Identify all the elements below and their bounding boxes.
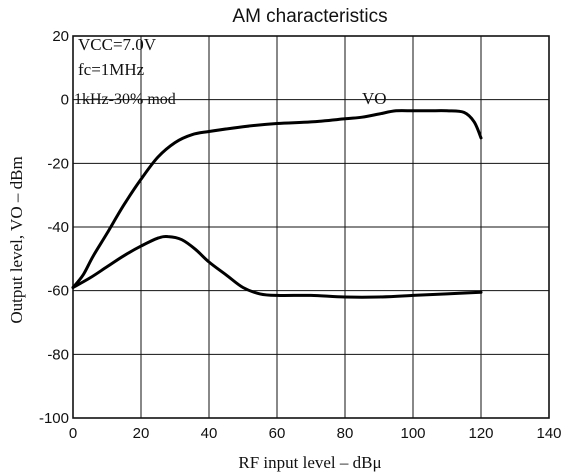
y-tick-labels: 20 0 -20 -40 -60 -80 -100 bbox=[39, 28, 69, 427]
y-axis-label: Output level, VO – dBm bbox=[7, 156, 26, 323]
x-tick-label: 80 bbox=[337, 425, 354, 442]
y-tick-label: -40 bbox=[47, 219, 69, 236]
y-tick-label: -80 bbox=[47, 346, 69, 363]
x-axis-label: RF input level – dBμ bbox=[238, 453, 381, 472]
x-tick-label: 60 bbox=[269, 425, 286, 442]
series-label-vo: VO bbox=[362, 89, 387, 108]
y-tick-label: 0 bbox=[61, 92, 69, 109]
annotation-vcc: VCC=7.0V bbox=[78, 35, 157, 54]
y-tick-label: -100 bbox=[39, 410, 69, 427]
series-line-secondary bbox=[71, 234, 483, 299]
chart-title: AM characteristics bbox=[232, 6, 387, 27]
plot-frame bbox=[72, 35, 550, 419]
x-tick-label: 100 bbox=[400, 425, 425, 442]
x-tick-label: 0 bbox=[69, 425, 77, 442]
y-tick-label: -60 bbox=[47, 283, 69, 300]
annotation-modulation: 1kHz-30% mod bbox=[74, 91, 176, 108]
series-lines bbox=[71, 109, 483, 299]
x-tick-label: 40 bbox=[201, 425, 218, 442]
annotation-fc: fc=1MHz bbox=[78, 60, 145, 79]
x-tick-labels: 0 20 40 60 80 100 120 140 bbox=[69, 425, 562, 442]
series-line-vo bbox=[71, 109, 483, 289]
x-tick-label: 120 bbox=[468, 425, 493, 442]
x-tick-label: 20 bbox=[133, 425, 150, 442]
x-tick-label: 140 bbox=[536, 425, 561, 442]
y-tick-label: -20 bbox=[47, 155, 69, 172]
y-tick-label: 20 bbox=[52, 28, 69, 45]
